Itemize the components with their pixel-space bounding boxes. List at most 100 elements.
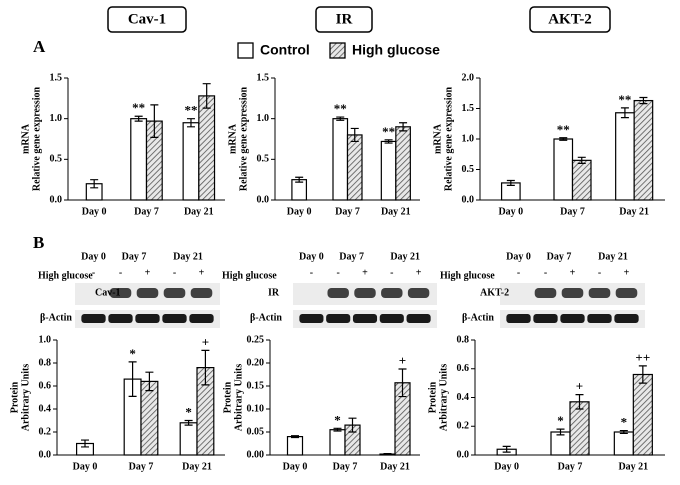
y-tick-label: 0.0: [462, 194, 475, 205]
actin-band: [533, 314, 558, 323]
annotation: +: [576, 379, 583, 394]
blot-loading: β-Actin: [250, 312, 282, 323]
y-tick-label: 0.0: [50, 194, 63, 205]
y-tick-label: 1.0: [462, 133, 475, 144]
error-bar: [383, 453, 392, 456]
x-tick-label: Day 7: [129, 461, 154, 472]
error-bar: [202, 83, 211, 109]
y-tick-label: 1.0: [50, 113, 63, 124]
y-tick-label: 0.10: [247, 403, 265, 414]
bar: [346, 134, 363, 201]
error-bar: [145, 371, 154, 392]
annotation: **: [184, 103, 197, 118]
error-bar: [638, 365, 647, 384]
blot-protein: Cav-1: [95, 287, 121, 298]
x-tick-label: Day 21: [184, 206, 214, 217]
bar: [329, 429, 346, 456]
y-tick-label: 0.6: [457, 363, 470, 374]
blot-band: [534, 288, 557, 298]
y-tick-label: 0.8: [39, 357, 52, 368]
annotation: **: [132, 100, 145, 115]
error-bar: [81, 439, 89, 448]
blot-sign: +: [624, 267, 630, 278]
error-bar: [186, 118, 195, 128]
bar: [291, 179, 308, 201]
legend-swatch: [329, 42, 346, 59]
blot-sign: +: [145, 267, 151, 278]
error-bar: [134, 115, 143, 122]
header: IR: [336, 11, 353, 27]
error-bar: [556, 428, 565, 436]
blot-day: Day 0: [81, 251, 106, 262]
x-tick-label: Day 0: [82, 206, 107, 217]
x-tick-label: Day 0: [287, 206, 312, 217]
header: AKT-2: [548, 11, 592, 27]
actin-band: [326, 314, 351, 323]
x-tick-label: Day 21: [380, 461, 410, 472]
y-tick-label: 0.8: [457, 334, 470, 345]
bar: [198, 95, 216, 201]
blot-sign: -: [598, 267, 601, 278]
y-axis-label: Arbitrary Units: [438, 364, 449, 432]
blot-sign: -: [310, 267, 313, 278]
y-axis-label: Protein: [222, 381, 233, 413]
y-axis-label: Arbitrary Units: [233, 364, 244, 432]
error-bar: [398, 368, 407, 398]
bar: [286, 436, 304, 456]
bar: [182, 122, 200, 201]
x-tick-label: Day 21: [619, 206, 649, 217]
y-axis-label: mRNA: [432, 123, 443, 154]
error-bar: [559, 137, 568, 141]
y-tick-label: 0.0: [39, 449, 52, 460]
annotation: *: [129, 346, 136, 361]
y-tick-label: 0.4: [457, 392, 470, 403]
blot-sign: -: [517, 267, 520, 278]
blot-sign: -: [390, 267, 393, 278]
blot-band: [381, 288, 403, 298]
error-bar: [150, 104, 159, 138]
annotation: *: [334, 412, 341, 427]
y-tick-label: 0.5: [50, 154, 63, 165]
blot-sign: +: [362, 267, 368, 278]
x-tick-label: Day 21: [618, 461, 648, 472]
x-tick-label: Day 0: [498, 206, 523, 217]
x-tick-label: Day 7: [333, 461, 358, 472]
annotation: *: [557, 413, 564, 428]
y-tick-label: 0.20: [247, 357, 265, 368]
y-axis-label: mRNA: [227, 123, 238, 154]
blot-day: Day 0: [506, 251, 531, 262]
blot-day: Day 7: [339, 251, 364, 262]
y-tick-label: 0.5: [462, 164, 475, 175]
header-box: [315, 6, 373, 33]
x-tick-label: Day 7: [134, 206, 159, 217]
header-box: [107, 6, 187, 33]
y-tick-label: 1.5: [462, 103, 475, 114]
blot-band: [588, 288, 611, 298]
blot-band: [407, 288, 430, 298]
legend-swatch: [237, 42, 254, 59]
bar: [553, 138, 574, 201]
annotation: +: [202, 334, 209, 349]
y-tick-label: 2.0: [462, 72, 475, 83]
blot-band: [561, 288, 584, 298]
error-bar: [384, 139, 393, 144]
actin-band: [560, 314, 585, 323]
error-bar: [291, 435, 299, 439]
blot-treatment: High glucose: [440, 270, 495, 281]
x-tick-label: Day 7: [335, 206, 360, 217]
annotation: **: [334, 101, 347, 116]
blot-protein: IR: [268, 287, 280, 298]
actin-band: [299, 314, 324, 323]
y-tick-label: 0.05: [247, 426, 265, 437]
blot-band: [615, 288, 638, 298]
panel-label: A: [33, 37, 46, 56]
actin-band: [506, 314, 531, 323]
blot-band: [136, 288, 159, 298]
error-bar: [502, 445, 511, 453]
blot-sign: -: [544, 267, 547, 278]
x-tick-label: Day 7: [560, 206, 585, 217]
x-tick-label: Day 0: [73, 461, 98, 472]
blot-band: [109, 288, 132, 298]
y-tick-label: 1.5: [50, 72, 63, 83]
